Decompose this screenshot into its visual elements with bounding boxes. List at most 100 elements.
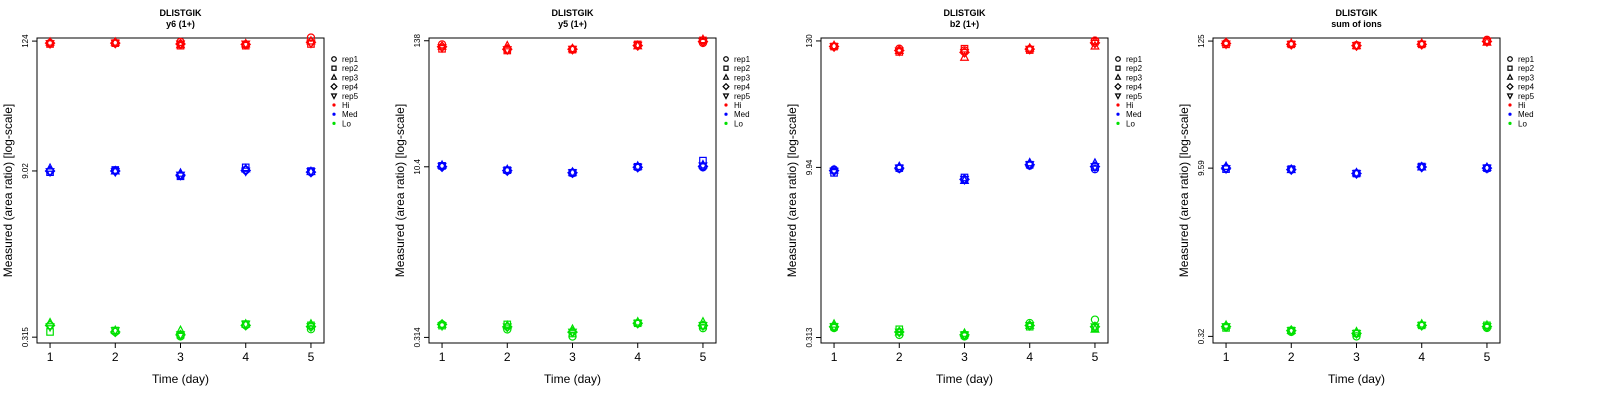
legend-rep4-marker — [722, 82, 730, 91]
legend-hi-label: Hi — [734, 101, 742, 110]
legend-med-marker — [1116, 112, 1120, 116]
chart-title: DLISTGIK — [552, 8, 594, 18]
data-point — [632, 319, 643, 329]
data-point — [306, 324, 316, 334]
legend-rep5-marker — [1506, 93, 1514, 100]
x-tick-label: 3 — [177, 350, 184, 364]
data-point — [567, 328, 578, 338]
data-point — [110, 168, 121, 178]
legend-rep4-marker — [1114, 82, 1122, 91]
legend-med-marker — [724, 112, 728, 116]
legend-rep1-marker — [723, 56, 729, 62]
data-point — [1286, 163, 1297, 174]
legend-rep4-marker — [1506, 82, 1514, 91]
data-point — [45, 36, 55, 46]
data-point — [1024, 42, 1035, 52]
x-tick-label: 2 — [1288, 350, 1295, 364]
data-point — [1221, 323, 1231, 333]
data-point — [45, 168, 55, 178]
chart-subtitle: y6 (1+) — [166, 19, 195, 29]
x-tick-label: 2 — [896, 350, 903, 364]
data-point — [1351, 39, 1362, 50]
legend-hi-label: Hi — [1126, 101, 1134, 110]
x-tick-label: 5 — [308, 350, 315, 364]
data-point — [240, 320, 251, 330]
data-point — [567, 169, 578, 179]
data-point — [1024, 45, 1035, 55]
data-point — [1416, 37, 1427, 47]
x-tick-label: 5 — [700, 350, 707, 364]
y-tick-label: 9.94 — [805, 159, 814, 175]
x-tick-label: 4 — [242, 350, 249, 364]
data-point — [175, 324, 186, 334]
x-axis-label: Time (day) — [936, 372, 993, 386]
series-hi — [436, 34, 709, 56]
legend-rep5-marker — [722, 93, 730, 100]
data-point — [567, 166, 578, 176]
legend-rep4-label: rep4 — [342, 83, 359, 92]
data-point — [1351, 167, 1362, 177]
legend-lo-marker — [332, 121, 336, 125]
x-tick-label: 3 — [1353, 350, 1360, 364]
legend-rep2-marker — [723, 65, 729, 71]
data-point — [437, 44, 447, 54]
data-point — [959, 51, 970, 61]
data-point — [829, 323, 839, 333]
data-point — [240, 167, 251, 177]
data-point — [46, 328, 54, 336]
data-point — [567, 45, 578, 55]
data-point — [959, 175, 970, 185]
data-point — [1482, 164, 1492, 174]
data-point — [502, 164, 513, 174]
series-lo — [1220, 318, 1493, 341]
series-lo — [44, 317, 317, 341]
series-med — [828, 157, 1101, 185]
legend-lo-label: Lo — [1126, 119, 1135, 128]
legend-rep1-label: rep1 — [734, 55, 751, 64]
legend-hi-marker — [724, 103, 728, 107]
legend-med-marker — [1508, 112, 1512, 116]
x-tick-label: 2 — [112, 350, 119, 364]
data-point — [567, 43, 578, 53]
legend-hi-marker — [1508, 103, 1512, 107]
plot-frame — [820, 37, 1109, 344]
y-tick-label: 0.314 — [413, 327, 422, 348]
data-point — [632, 163, 643, 173]
legend-hi-label: Hi — [1518, 101, 1526, 110]
series-hi — [44, 33, 317, 50]
data-point — [959, 48, 970, 59]
y-tick-label: 130 — [805, 34, 814, 48]
data-point — [1024, 319, 1035, 329]
data-point — [632, 160, 643, 170]
y-tick-label: 138 — [413, 34, 422, 48]
data-point — [894, 164, 905, 174]
legend-rep2-label: rep2 — [734, 64, 751, 73]
legend-rep2-marker — [1115, 65, 1121, 71]
data-point — [1482, 38, 1492, 48]
x-tick-label: 3 — [569, 350, 576, 364]
plot-frame — [1212, 37, 1501, 344]
data-point — [699, 156, 707, 165]
legend-med-marker — [332, 112, 336, 116]
data-point — [1090, 39, 1100, 49]
data-point — [240, 40, 251, 50]
legend-rep3-marker — [722, 73, 730, 80]
data-point — [632, 41, 643, 51]
chart-title: DLISTGIK — [944, 8, 986, 18]
legend-rep3-marker — [1506, 73, 1514, 80]
data-point — [175, 171, 186, 181]
x-tick-label: 1 — [47, 350, 54, 364]
data-point — [306, 323, 316, 333]
data-point — [1090, 163, 1100, 173]
data-point — [894, 47, 905, 57]
legend-rep1-marker — [1507, 56, 1513, 62]
data-point — [1286, 40, 1297, 51]
data-point — [1351, 329, 1362, 340]
legend-rep3-label: rep3 — [1518, 73, 1535, 82]
data-point — [1286, 324, 1297, 335]
y-tick-label: 10.4 — [413, 158, 422, 174]
x-tick-label: 4 — [1418, 350, 1425, 364]
